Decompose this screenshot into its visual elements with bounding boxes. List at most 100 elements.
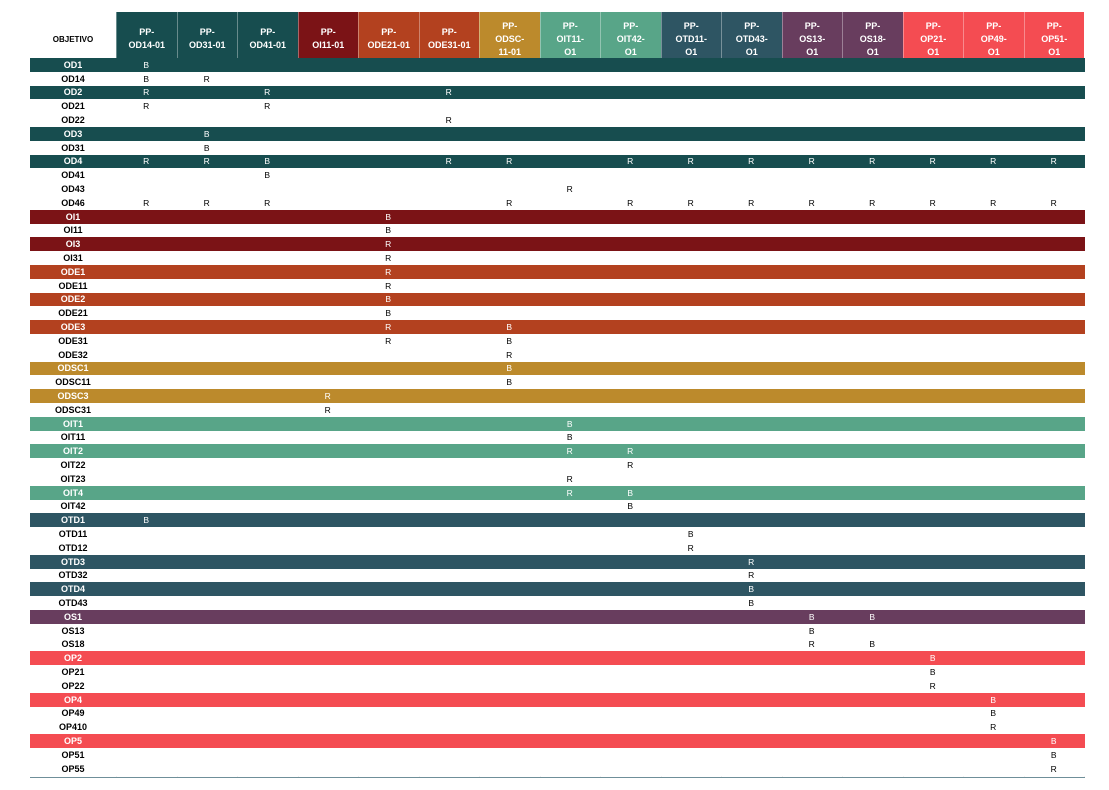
objective-row-odsc3: ODSC3 R — [30, 389, 1085, 403]
objective-row-oi11: OI11 B — [30, 223, 1085, 238]
objective-label: OTD4 — [60, 584, 85, 595]
matrix-cell-os18: B — [869, 611, 876, 622]
objective-label: OI3 — [65, 239, 81, 250]
matrix-cell-od14: R — [143, 197, 150, 208]
matrix-cell-odsc11: B — [506, 377, 513, 388]
objective-row-od21: OD21 R R — [30, 99, 1085, 114]
matrix-cell-os13: R — [808, 639, 815, 650]
objective-label: ODE2 — [60, 294, 86, 305]
objective-row-oit23: OIT23 R — [30, 472, 1085, 486]
matrix-cell-odsc11: B — [506, 363, 513, 374]
objective-row-otd1: OTD1 B — [30, 513, 1085, 528]
objective-row-ode11: ODE11 R — [30, 278, 1085, 293]
objective-label: OS13 — [61, 625, 85, 636]
objective-row-od2: OD2 R R R — [30, 85, 1085, 100]
objective-label: OD41 — [61, 170, 85, 181]
column-header-op51: PP- OP51- O1 — [1023, 12, 1084, 66]
matrix-cell-os13: R — [808, 156, 815, 167]
column-header-otd43: PP- OTD43- O1 — [721, 12, 782, 66]
matrix-cell-oit42: R — [627, 197, 634, 208]
matrix-cell-op49: R — [990, 197, 997, 208]
objective-row-oit4: OIT4 R B — [30, 485, 1085, 500]
objective-row-od41: OD41 B — [30, 168, 1085, 183]
matrix-cell-oit42: B — [627, 501, 634, 512]
column-header-label: PP- OP51- O1 — [1041, 20, 1068, 57]
matrix-cell-oit11: R — [566, 184, 573, 195]
column-header-ode21: PP- ODE21-01 — [358, 12, 419, 66]
objective-label: OIT22 — [60, 460, 86, 471]
matrix-cell-od31: R — [203, 197, 210, 208]
objective-label: OIT2 — [62, 446, 83, 457]
matrix-cell-otd11: B — [687, 529, 694, 540]
column-header-label: PP- OS13- O1 — [799, 20, 826, 57]
objective-row-op55: OP55 R — [30, 761, 1085, 776]
column-header-label: PP- OD41-01 — [249, 27, 287, 50]
objective-label: OP21 — [61, 667, 85, 678]
column-header-od41: PP- OD41-01 — [237, 12, 298, 66]
objective-row-oit2: OIT2 R R — [30, 444, 1085, 459]
column-header-label: PP- OIT11- O1 — [556, 20, 584, 57]
objective-row-oi31: OI31 R — [30, 251, 1085, 265]
objective-row-os18: OS18 R B — [30, 637, 1085, 652]
column-header-os18: PP- OS18- O1 — [842, 12, 903, 66]
matrix-cell-ode21: B — [385, 294, 392, 305]
objective-label: OIT23 — [60, 473, 86, 484]
objective-row-od1: OD1 B — [30, 58, 1085, 72]
objective-row-op4: OP4 B — [30, 692, 1085, 707]
objective-row-op22: OP22 R — [30, 679, 1085, 693]
objective-row-od14: OD14 B R — [30, 71, 1085, 86]
objective-row-od3: OD3 B — [30, 127, 1085, 141]
objective-row-otd32: OTD32 R — [30, 568, 1085, 583]
matrix-cell-op51: R — [1050, 197, 1057, 208]
objective-label: OTD1 — [60, 515, 85, 526]
objective-row-od43: OD43 R — [30, 182, 1085, 196]
objective-row-od4: OD4 R R B R R R R R R R R R R — [30, 154, 1085, 169]
objective-label: OI31 — [63, 253, 83, 264]
column-header-op21: PP- OP21- O1 — [902, 12, 963, 66]
matrix-cell-op49: R — [990, 722, 997, 733]
objective-row-od46: OD46 R R R R R R R R R R R R — [30, 196, 1085, 210]
column-header-op49: PP- OP49- O1 — [963, 12, 1024, 66]
objective-row-oi3: OI3 R — [30, 237, 1085, 252]
matrix-cell-op51: B — [1050, 736, 1057, 747]
objective-label: ODSC31 — [54, 404, 91, 415]
objective-row-os1: OS1 B B — [30, 610, 1085, 624]
objective-label: ODE32 — [58, 349, 88, 360]
matrix-cell-os13: B — [808, 611, 815, 622]
matrix-cell-otd43: R — [748, 570, 755, 581]
column-header-label: PP- OS18- O1 — [859, 20, 886, 57]
matrix-cell-otd43: B — [748, 584, 755, 595]
matrix-cell-od41: B — [264, 170, 271, 181]
matrix-cell-op21: B — [929, 667, 936, 678]
objective-label: OP49 — [61, 708, 85, 719]
matrix-cell-ode21: R — [385, 322, 392, 333]
matrix-cell-ode21: B — [385, 308, 392, 319]
objective-row-ode21: ODE21 B — [30, 306, 1085, 321]
objective-row-odsc31: ODSC31 R — [30, 403, 1085, 417]
objective-label: OD14 — [61, 73, 85, 84]
matrix-cell-os13: B — [808, 625, 815, 636]
column-header-os13: PP- OS13- O1 — [781, 12, 842, 66]
matrix-cell-op51: R — [1050, 156, 1057, 167]
objective-label: ODE3 — [60, 322, 86, 333]
objective-label: ODSC11 — [55, 377, 91, 388]
objective-row-oit42: OIT42 B — [30, 499, 1085, 514]
column-header-od14: PP- OD14-01 — [116, 12, 177, 66]
objective-label: OTD3 — [60, 556, 85, 567]
objective-row-od31: OD31 B — [30, 140, 1085, 155]
objective-label: OTD32 — [58, 570, 88, 581]
objective-row-ode3: ODE3 R B — [30, 320, 1085, 334]
matrix-cell-oi11: R — [324, 404, 331, 415]
matrix-cell-od14: B — [143, 515, 150, 526]
objective-label: OP2 — [63, 653, 82, 664]
matrix-cell-otd11: R — [687, 542, 694, 553]
objective-row-otd12: OTD12 R — [30, 541, 1085, 555]
matrix-cell-os13: R — [808, 197, 815, 208]
objetivo-header: OBJETIVO — [52, 34, 94, 44]
objective-label: OD2 — [63, 87, 83, 98]
matrix-cell-oit42: R — [627, 156, 634, 167]
column-header-oit42: PP- OIT42- O1 — [600, 12, 661, 66]
matrix-cell-os18: B — [869, 639, 876, 650]
matrix-cell-ode31: R — [445, 156, 452, 167]
objective-label: ODSC3 — [57, 391, 89, 402]
